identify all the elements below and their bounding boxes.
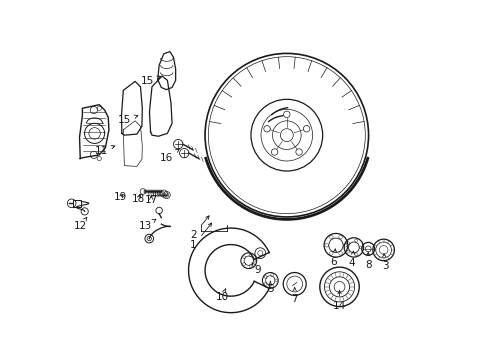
Text: 13: 13 [139, 219, 156, 231]
Text: 16: 16 [160, 149, 179, 163]
Text: 19: 19 [114, 192, 127, 202]
Text: 1: 1 [190, 223, 211, 250]
Text: 15: 15 [140, 76, 160, 86]
Text: 11: 11 [94, 145, 115, 156]
Text: 10: 10 [215, 289, 228, 302]
Text: 9: 9 [251, 263, 261, 275]
Text: 5: 5 [266, 281, 273, 294]
Text: 12: 12 [74, 217, 87, 231]
Text: 4: 4 [348, 251, 355, 268]
Text: 18: 18 [132, 194, 145, 204]
Text: 14: 14 [332, 291, 346, 311]
Text: 8: 8 [364, 253, 371, 270]
Text: 3: 3 [381, 254, 387, 271]
Text: 6: 6 [329, 249, 336, 267]
Text: 7: 7 [291, 288, 297, 304]
Text: 2: 2 [190, 216, 209, 239]
Text: 17: 17 [144, 195, 158, 205]
Text: 15: 15 [118, 115, 138, 125]
